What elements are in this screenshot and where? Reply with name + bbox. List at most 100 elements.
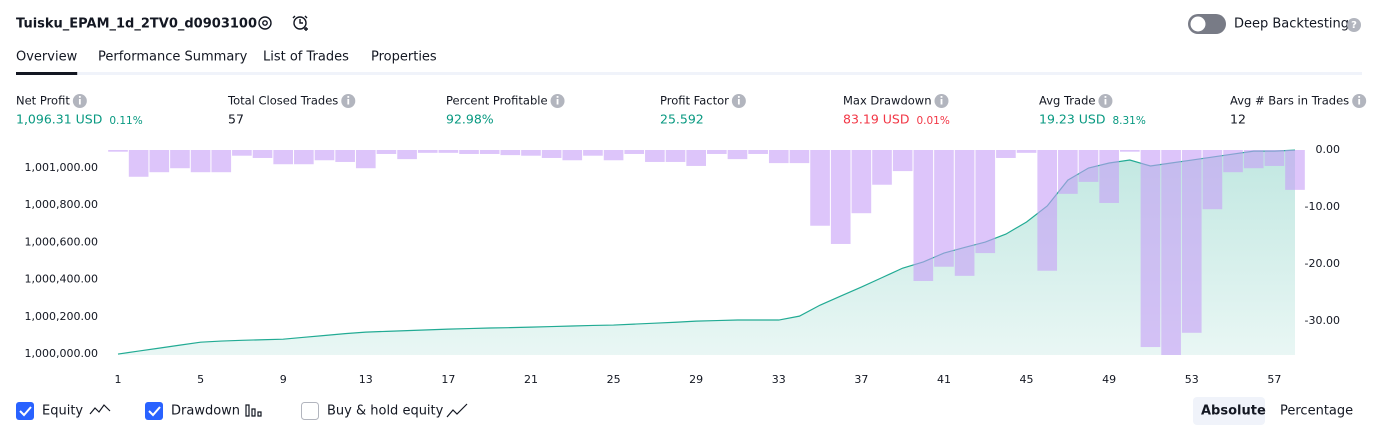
- alert-icon[interactable]: [292, 15, 308, 31]
- drawdown-bar: [1016, 150, 1037, 153]
- drawdown-bar: [1078, 150, 1099, 182]
- drawdown-bar: [108, 150, 128, 152]
- toggle-label: Deep Backtesting: [1234, 17, 1349, 32]
- x-tick-label: 25: [607, 373, 621, 386]
- drawdown-bar: [294, 150, 314, 165]
- drawdown-bar: [934, 150, 954, 267]
- drawdown-bar: [417, 150, 438, 153]
- drawdown-bar: [1264, 150, 1285, 166]
- drawdown-bar: [996, 150, 1016, 158]
- drawdown-bar: [376, 150, 397, 154]
- y-tick-label: 1,000,600.00: [25, 235, 98, 248]
- drawdown-bar: [707, 150, 727, 154]
- drawdown-bar: [232, 150, 252, 156]
- drawdown-bar: [562, 150, 583, 161]
- view-button-bg[interactable]: [1193, 397, 1265, 425]
- deep-backtesting-toggle[interactable]: [1188, 14, 1226, 34]
- x-tick-label: 33: [772, 373, 786, 386]
- drawdown-bar: [768, 150, 789, 164]
- drawdown-bar: [252, 150, 273, 158]
- drawdown-bar: [397, 150, 417, 160]
- info-icon-glyph: [347, 99, 350, 105]
- info-icon-glyph: [1104, 99, 1107, 105]
- y-tick-label: 1,001,000.00: [25, 161, 98, 174]
- tab[interactable]: List of Trades: [263, 50, 349, 65]
- drawdown-bar: [438, 150, 459, 153]
- info-icon-glyph: [940, 99, 943, 105]
- legend-label: Buy & hold equity: [327, 404, 444, 419]
- metric-label: Profit Factor: [660, 94, 729, 108]
- y-tick-label: 1,000,200.00: [25, 310, 98, 323]
- drawdown-bar: [665, 150, 686, 162]
- drawdown-bar: [975, 150, 996, 254]
- checkbox[interactable]: [301, 402, 319, 420]
- checkbox[interactable]: [145, 402, 163, 420]
- metric-change: 0.11%: [109, 115, 142, 127]
- legend-label: Drawdown: [171, 404, 240, 419]
- drawdown-bar: [1140, 150, 1161, 348]
- drawdown-bar: [1202, 150, 1223, 210]
- x-tick-label: 13: [359, 373, 373, 386]
- metric-value: 83.19 USD: [843, 112, 909, 127]
- metric-label: Net Profit: [16, 94, 70, 108]
- drawdown-bar: [1037, 150, 1058, 271]
- info-icon-glyph: [556, 99, 559, 105]
- drawdown-bar: [748, 150, 768, 154]
- drawdown-bar: [954, 150, 975, 276]
- drawdown-bar: [273, 150, 294, 165]
- metric-value: 57: [228, 112, 244, 127]
- drawdown-bar: [128, 150, 149, 177]
- drawdown-bar: [851, 150, 872, 214]
- drawdown-bar: [727, 150, 748, 160]
- drawdown-bar: [190, 150, 211, 173]
- drawdown-bar: [872, 150, 892, 185]
- drawdown-bar: [1119, 150, 1140, 152]
- legend-icon: [89, 404, 111, 415]
- drawdown-bar: [149, 150, 170, 173]
- info-icon-glyph: [78, 99, 81, 105]
- drawdown-bar: [1099, 150, 1119, 203]
- tab[interactable]: Performance Summary: [98, 50, 248, 65]
- drawdown-bar: [335, 150, 355, 162]
- equity-line: [117, 149, 1296, 355]
- drawdown-bar: [913, 150, 934, 281]
- tab[interactable]: Overview: [16, 50, 78, 65]
- drawdown-bar: [686, 150, 706, 166]
- active-tab-indicator: [16, 72, 78, 75]
- x-tick-label: 41: [937, 373, 951, 386]
- help-icon[interactable]: ?: [1347, 18, 1361, 32]
- info-icon-glyph: [347, 96, 350, 98]
- x-tick-label: 53: [1185, 373, 1199, 386]
- checkmark: [148, 406, 161, 417]
- x-tick-label: 45: [1020, 373, 1034, 386]
- drawdown-bar: [892, 150, 913, 172]
- drawdown-bar: [1058, 150, 1078, 194]
- checkbox[interactable]: [16, 402, 34, 420]
- drawdown-bar: [1181, 150, 1202, 333]
- drawdown-bar: [355, 150, 376, 169]
- drawdown-bar: [170, 150, 190, 169]
- tab[interactable]: Properties: [371, 50, 437, 65]
- drawdown-bar: [314, 150, 335, 161]
- x-tick-label: 5: [197, 373, 204, 386]
- metric-label: Percent Profitable: [446, 94, 548, 108]
- legend-label: Equity: [42, 404, 83, 419]
- y-tick-label: 1,000,400.00: [25, 273, 98, 286]
- drawdown-bar: [1285, 150, 1305, 190]
- drawdown-bar: [211, 150, 232, 173]
- y-tick-label: 1,000,800.00: [25, 198, 98, 211]
- svg-text:?: ?: [1351, 20, 1357, 31]
- y-tick-label: 1,000,000.00: [25, 347, 98, 360]
- settings-icon[interactable]: [258, 16, 272, 30]
- info-icon-glyph: [737, 99, 740, 105]
- legend-icon: [245, 404, 262, 417]
- drawdown-bar: [1161, 150, 1181, 355]
- metric-value: 92.98%: [446, 112, 494, 127]
- drawdown-bar: [479, 150, 500, 154]
- view-button[interactable]: Absolute: [1201, 404, 1266, 419]
- drawdown-bar: [624, 150, 645, 154]
- y2-tick-label: -30.00: [1305, 314, 1340, 327]
- metric-value: 19.23 USD: [1039, 112, 1105, 127]
- view-button[interactable]: Percentage: [1280, 404, 1353, 419]
